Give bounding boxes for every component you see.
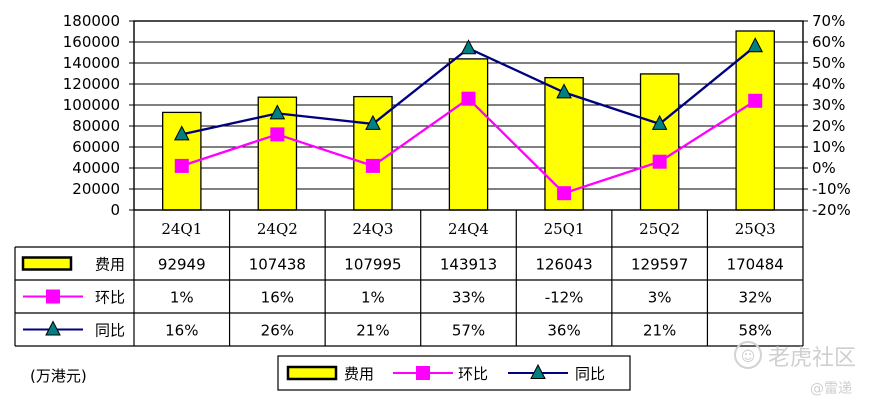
table-cell: 32% <box>739 289 772 307</box>
table-cell: 16% <box>165 322 198 340</box>
legend-label: 费用 <box>344 365 374 383</box>
line-point <box>173 125 190 141</box>
table-cell: 170484 <box>727 256 784 274</box>
line-point <box>174 158 189 173</box>
watermark: ☺ 老虎社区 @雷递 <box>734 341 856 397</box>
table-cell: 3% <box>648 289 672 307</box>
table-cell: 126043 <box>535 256 592 274</box>
table-cell: 143913 <box>440 256 497 274</box>
line-point <box>557 186 572 201</box>
legend-key <box>45 320 61 336</box>
bar <box>448 58 489 211</box>
legend: 费用 环比 同比 <box>277 355 631 391</box>
left-axis-tick-label: 40000 <box>72 159 120 177</box>
legend-key <box>46 289 60 304</box>
right-axis-tick-label: 50% <box>812 54 845 72</box>
unit-note: (万港元) <box>30 367 87 385</box>
left-axis-tick-label: 80000 <box>72 117 120 135</box>
legend-key <box>416 366 430 380</box>
line-point <box>748 93 763 108</box>
legend-key <box>286 365 338 381</box>
line-point <box>461 91 476 106</box>
right-axis-tick-label: 60% <box>812 33 845 51</box>
category-label: 25Q2 <box>639 220 680 238</box>
right-axis-tick-label: 40% <box>812 75 845 93</box>
legend-label: 同比 <box>575 365 605 383</box>
table-cell: 107995 <box>344 256 401 274</box>
left-axis-tick-label: 20000 <box>72 180 120 198</box>
line-point <box>460 39 477 55</box>
category-label: 24Q1 <box>161 220 202 238</box>
right-axis-tick-label: 0% <box>812 159 836 177</box>
line-point <box>651 114 668 130</box>
series-name: 环比 <box>95 289 125 307</box>
watermark-brand: 老虎社区 <box>768 346 856 371</box>
series-name: 同比 <box>95 322 125 340</box>
table-cell: 21% <box>356 322 389 340</box>
right-axis: -20% -10% 0% 10% 20% 30% 40% 50% 60% 70% <box>803 12 851 219</box>
legend-key <box>21 256 73 271</box>
line-point <box>652 154 667 169</box>
right-axis-tick-label: 30% <box>812 96 845 114</box>
bar <box>735 30 775 211</box>
right-axis-tick-label: -20% <box>812 201 851 219</box>
watermark-author: @雷递 <box>810 381 852 397</box>
series-name: 费用 <box>95 256 125 274</box>
category-label: 24Q3 <box>352 220 393 238</box>
table-cell: 21% <box>643 322 676 340</box>
table-cell: 57% <box>452 322 485 340</box>
left-axis-tick-label: 140000 <box>63 54 120 72</box>
legend-key <box>530 363 546 379</box>
table-cell: 1% <box>170 289 194 307</box>
table-cell: 16% <box>261 289 294 307</box>
line-point <box>270 127 285 142</box>
table-cell: 107438 <box>249 256 306 274</box>
line-point <box>556 83 572 99</box>
right-axis-tick-label: -10% <box>812 180 851 198</box>
left-axis-tick-label: 60000 <box>72 138 120 156</box>
plot-frame <box>133 20 804 211</box>
left-axis: 0 20000 40000 60000 80000 100000 120000 140000 1… <box>63 12 134 219</box>
category-label: 24Q4 <box>448 220 489 238</box>
svg-text:☺: ☺ <box>741 349 756 365</box>
line-point <box>269 104 286 120</box>
table-cell: 36% <box>547 322 580 340</box>
bar <box>639 73 680 211</box>
line-point <box>365 114 381 130</box>
category-label: 24Q2 <box>257 220 298 238</box>
table-cell: 129597 <box>631 256 688 274</box>
table-cell: -12% <box>545 289 584 307</box>
line-point <box>365 158 380 173</box>
data-table: 24Q1 24Q2 24Q3 24Q4 25Q1 25Q2 25Q3 费用 92949 10743… <box>14 210 804 347</box>
right-axis-tick-label: 20% <box>812 117 845 135</box>
lines <box>173 37 764 201</box>
table-cell: 33% <box>452 289 485 307</box>
category-label: 25Q1 <box>544 220 585 238</box>
plot-area-border <box>133 20 804 211</box>
table-cell: 26% <box>261 322 294 340</box>
left-axis-tick-label: 180000 <box>63 12 120 30</box>
right-axis-tick-label: 10% <box>812 138 845 156</box>
category-label: 25Q3 <box>735 220 776 238</box>
bars <box>162 30 775 211</box>
line-point <box>747 37 764 53</box>
table-cell: 58% <box>739 322 772 340</box>
left-axis-tick-label: 160000 <box>63 33 120 51</box>
left-axis-tick-label: 120000 <box>63 75 120 93</box>
left-axis-tick-label: 0 <box>110 201 120 219</box>
table-cell: 92949 <box>158 256 206 274</box>
table-cell: 1% <box>361 289 385 307</box>
left-axis-tick-label: 100000 <box>63 96 120 114</box>
right-axis-tick-label: 70% <box>812 12 845 30</box>
watermark-logo-icon: ☺ <box>734 341 762 369</box>
legend-label: 环比 <box>458 365 488 383</box>
